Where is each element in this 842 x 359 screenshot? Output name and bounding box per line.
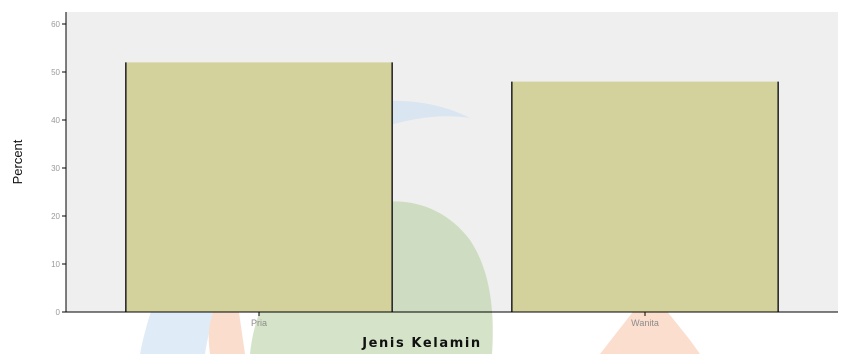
y-tick-label: 50 (51, 68, 60, 77)
y-tick-label: 40 (51, 116, 60, 125)
bar-series (125, 62, 779, 313)
y-axis-title: Percent (10, 139, 25, 184)
x-axis-title: Jenis Kelamin (361, 336, 482, 351)
x-tick-label: Wanita (631, 318, 659, 328)
x-axis-ticks: Pria Wanita (251, 312, 659, 328)
bar-wanita (511, 81, 779, 312)
x-tick-label: Pria (251, 318, 267, 328)
y-tick-label: 20 (51, 212, 60, 221)
y-axis-ticks: 0 10 20 30 40 50 60 (51, 20, 66, 317)
y-tick-label: 0 (56, 308, 61, 317)
watermark-orange-mark (600, 290, 700, 354)
bar-pria (125, 62, 393, 313)
y-tick-label: 30 (51, 164, 60, 173)
y-tick-label: 10 (51, 260, 60, 269)
y-tick-label: 60 (51, 20, 60, 29)
